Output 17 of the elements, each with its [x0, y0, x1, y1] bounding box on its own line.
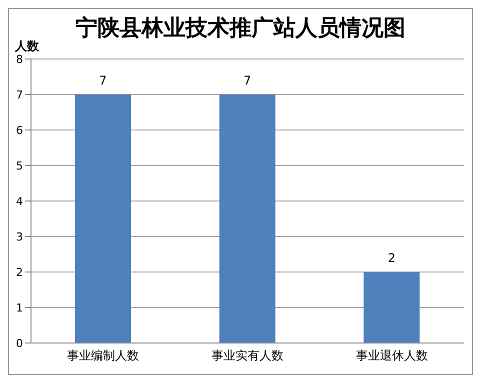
chart-title: 宁陕县林业技术推广站人员情况图 [76, 16, 406, 41]
data-label: 7 [244, 74, 252, 88]
y-tick-label: 3 [16, 230, 23, 244]
data-label: 2 [388, 251, 396, 265]
data-label: 7 [99, 74, 107, 88]
y-tick-label: 4 [16, 194, 23, 208]
x-tick-label: 事业退休人数 [356, 348, 428, 363]
x-tick-label: 事业编制人数 [67, 348, 140, 363]
y-axis-title: 人数 [15, 38, 39, 54]
y-tick-label: 2 [16, 266, 23, 279]
y-tick-label: 7 [16, 88, 23, 102]
y-tick-label: 5 [16, 159, 23, 172]
y-tick-label: 8 [16, 52, 23, 66]
x-tick-label: 事业实有人数 [212, 348, 284, 363]
y-tick-label: 6 [16, 124, 23, 137]
y-tick-label: 0 [16, 336, 23, 350]
y-tick-label: 1 [16, 301, 23, 314]
